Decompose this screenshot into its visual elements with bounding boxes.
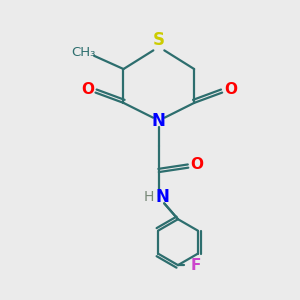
Text: O: O — [190, 157, 203, 172]
Text: O: O — [224, 82, 237, 97]
Text: N: N — [152, 112, 166, 130]
Text: N: N — [156, 188, 170, 206]
Text: S: S — [153, 32, 165, 50]
Text: F: F — [191, 258, 201, 273]
Text: CH₃: CH₃ — [72, 46, 96, 59]
Text: H: H — [143, 190, 154, 204]
Text: O: O — [81, 82, 94, 97]
